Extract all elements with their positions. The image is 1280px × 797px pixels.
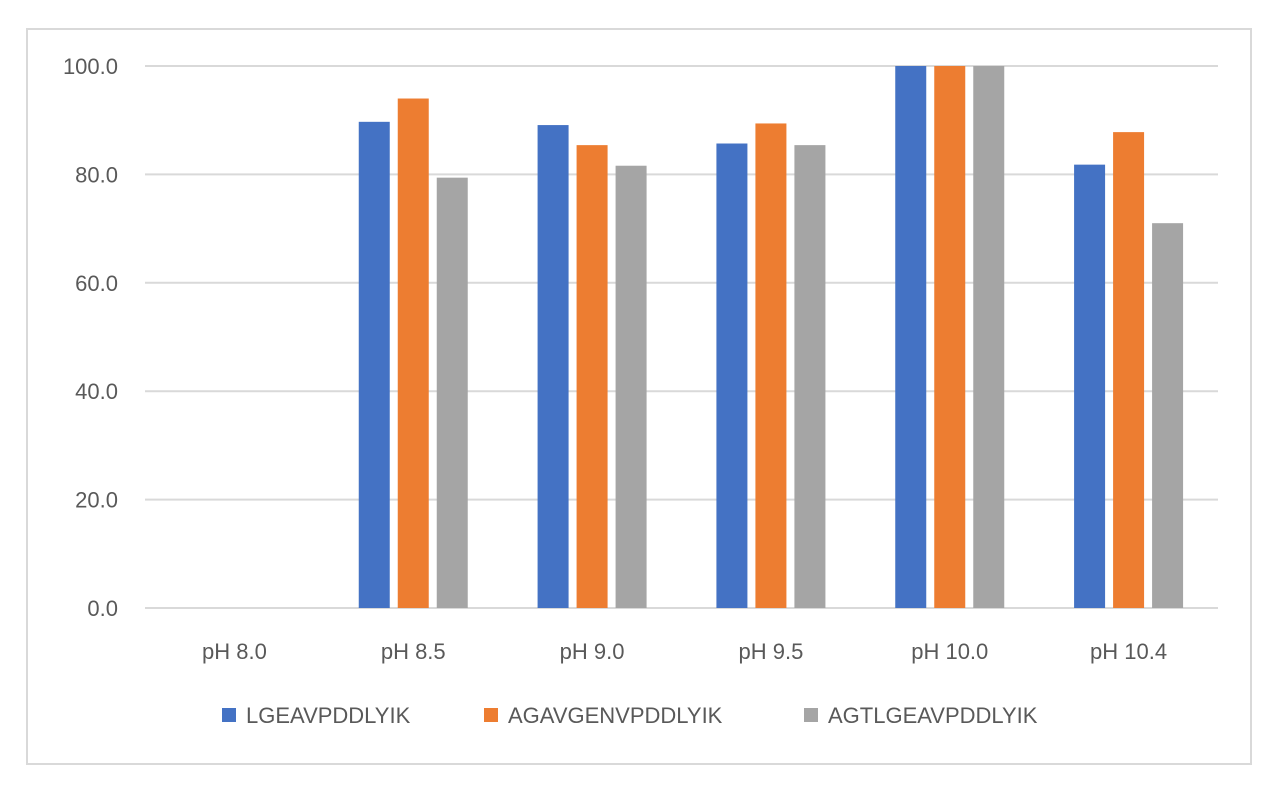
legend-swatch bbox=[484, 708, 498, 722]
bar-3-ph-9-5 bbox=[794, 145, 826, 608]
y-tick-label: 100.0 bbox=[63, 54, 118, 79]
bar-2-ph-10-0 bbox=[934, 66, 966, 608]
bar-2-ph-9-5 bbox=[755, 123, 787, 609]
x-tick-label: pH 8.0 bbox=[202, 639, 267, 664]
legend-swatch bbox=[804, 708, 818, 722]
gridlines bbox=[145, 65, 1218, 609]
bar-2-ph-8-5 bbox=[397, 98, 429, 609]
y-axis-ticks: 0.0 20.0 40.0 60.0 80.0 100.0 bbox=[63, 54, 118, 621]
bar-1-ph-10-4 bbox=[1074, 164, 1106, 609]
x-axis-ticks: pH 8.0 pH 8.5 pH 9.0 pH 9.5 pH 10.0 pH 10.4 bbox=[202, 639, 1167, 664]
x-tick-label: pH 9.5 bbox=[739, 639, 804, 664]
bar-1-ph-9-5 bbox=[716, 143, 748, 609]
legend-label: AGAVGENVPDDLYIK bbox=[508, 703, 723, 728]
y-tick-label: 40.0 bbox=[75, 379, 118, 404]
bar-1-ph-10-0 bbox=[895, 66, 927, 608]
bar-2-ph-10-4 bbox=[1113, 132, 1145, 608]
bar-3-ph-10-0 bbox=[973, 66, 1005, 608]
y-tick-label: 0.0 bbox=[87, 596, 118, 621]
bars bbox=[358, 66, 1184, 609]
y-tick-label: 80.0 bbox=[75, 162, 118, 187]
bar-3-ph-8-5 bbox=[436, 177, 468, 609]
x-tick-label: pH 10.4 bbox=[1090, 639, 1167, 664]
legend-label: LGEAVPDDLYIK bbox=[246, 703, 411, 728]
y-tick-label: 20.0 bbox=[75, 488, 118, 513]
legend: LGEAVPDDLYIK AGAVGENVPDDLYIK AGTLGEAVPDDLY… bbox=[222, 703, 1038, 728]
bar-3-ph-10-4 bbox=[1152, 223, 1184, 608]
bar-3-ph-9-0 bbox=[615, 165, 647, 608]
x-tick-label: pH 9.0 bbox=[560, 639, 625, 664]
y-tick-label: 60.0 bbox=[75, 271, 118, 296]
legend-label: AGTLGEAVPDDLYIK bbox=[828, 703, 1038, 728]
legend-swatch bbox=[222, 708, 236, 722]
bar-1-ph-8-5 bbox=[358, 121, 390, 609]
bar-2-ph-9-0 bbox=[576, 145, 608, 608]
bar-1-ph-9-0 bbox=[537, 125, 569, 608]
x-tick-label: pH 10.0 bbox=[911, 639, 988, 664]
x-tick-label: pH 8.5 bbox=[381, 639, 446, 664]
